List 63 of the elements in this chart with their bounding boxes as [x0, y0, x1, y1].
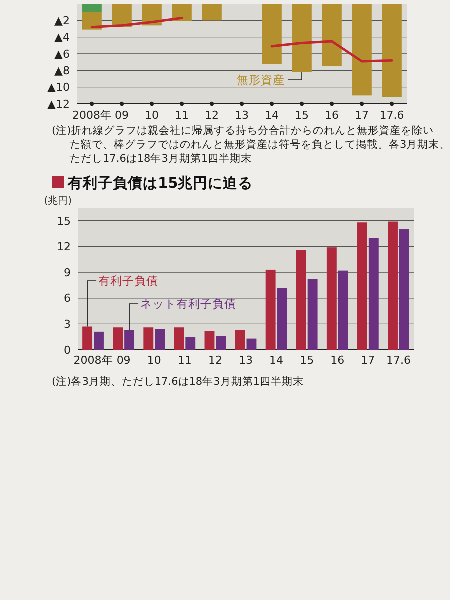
y-tick-label: 12 [57, 240, 71, 254]
x-tick-label: 2008年 [72, 109, 112, 122]
bar [357, 222, 368, 350]
x-tick-label: 15 [300, 354, 314, 367]
x-tick-label: 14 [270, 354, 284, 367]
y-tick-label: 9 [64, 266, 71, 280]
x-tick-label: 16 [325, 109, 339, 122]
x-tick-label: 10 [147, 354, 162, 367]
bar [326, 248, 337, 350]
bar [235, 330, 246, 350]
x-tick-label: 17 [355, 109, 369, 122]
bar [113, 328, 124, 350]
x-tick-label: 12 [208, 354, 222, 367]
bar [124, 330, 135, 350]
x-tick-label: 13 [239, 354, 253, 367]
x-tick-label: 11 [175, 109, 189, 122]
series-label: 無形資産 [237, 73, 285, 88]
bar [204, 331, 215, 350]
bar [246, 338, 257, 350]
y-tick-label: ▲2 [54, 14, 70, 28]
x-tick-label: 10 [145, 109, 159, 122]
bar [216, 336, 226, 350]
y-tick-label: ▲6 [54, 48, 70, 61]
x-tick-label: 15 [295, 109, 309, 122]
x-tick-label: 12 [205, 109, 219, 122]
x-tick-label: 16 [330, 354, 345, 367]
text: (注)各3月期、ただし17.6は18年3月期第1四半期末 [52, 375, 304, 388]
bar [144, 328, 154, 350]
bar [296, 250, 306, 350]
x-tick-label: 09 [116, 354, 131, 367]
y-tick-label: ▲10 [48, 81, 70, 94]
x-tick-label: 2008年 [74, 354, 113, 367]
text: (注)折れ線グラフは親会社に帰属する持ち分合計からのれんと無形資産を除いた額で、棒グラフではのれんと無形資産は符号を負として掲載。各3月期末、ただし17.6は18年3月期第1四半期末 [52, 124, 450, 165]
bar [388, 222, 398, 350]
bar [399, 230, 410, 350]
y-tick-label: 0 [64, 344, 71, 357]
x-tick-label: 17 [361, 354, 376, 367]
bar [266, 270, 276, 350]
bar [338, 270, 348, 350]
bar [308, 279, 318, 350]
y-tick-label: ▲8 [54, 64, 70, 78]
bar [174, 328, 184, 350]
y-tick-label: ▲12 [48, 98, 70, 111]
x-tick-label: 09 [115, 109, 129, 122]
bar [368, 238, 379, 350]
y-tick-label: ▲4 [54, 31, 70, 44]
y-axis-title: (兆円) [44, 195, 72, 207]
series-label: ネット有利子負債 [140, 297, 237, 312]
text: 有利子負債 [98, 274, 159, 288]
x-tick-label: 13 [235, 109, 249, 122]
y-tick-label: 3 [64, 318, 71, 332]
y-tick-label: 6 [64, 292, 71, 306]
bar [155, 329, 166, 350]
x-tick-label: 14 [265, 109, 279, 122]
bar [186, 337, 196, 350]
x-tick-label: 11 [178, 354, 192, 367]
y-tick-label: 15 [57, 214, 71, 228]
bar [82, 326, 93, 350]
bar [94, 332, 104, 350]
x-tick-label: 17.6 [386, 354, 411, 367]
chart-title: 有利子負債は15兆円に迫る [67, 175, 254, 192]
bar [277, 288, 288, 350]
x-tick-label: 17.6 [380, 109, 404, 122]
